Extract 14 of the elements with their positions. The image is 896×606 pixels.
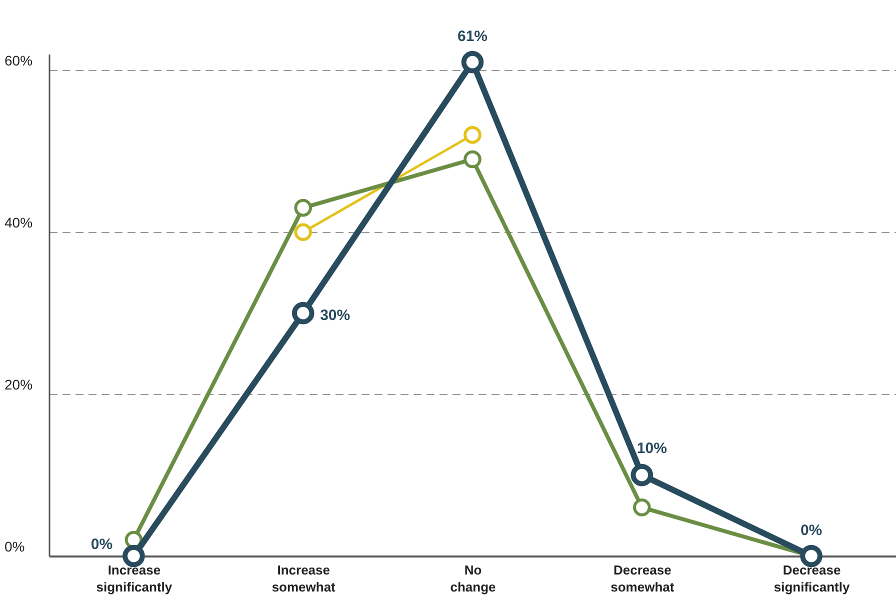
data-label: 61%	[457, 28, 488, 46]
x-tick-label: Decrease somewhat	[610, 562, 675, 594]
x-tick-label: Increase somewhat	[272, 562, 336, 594]
data-label: 0%	[800, 522, 822, 539]
y-tick-label: 0%	[4, 538, 25, 554]
y-tick-label: 60%	[4, 52, 33, 69]
x-tick-label: Increase significantly	[96, 562, 173, 594]
y-tick-label: 20%	[4, 376, 33, 393]
x-tick-label: No change	[450, 562, 496, 594]
y-tick-label: 40%	[4, 214, 33, 231]
data-label: 30%	[320, 307, 350, 324]
data-label: 0%	[90, 536, 113, 553]
x-tick-label: Decrease significantly	[774, 562, 850, 594]
data-label: 10%	[636, 440, 667, 458]
